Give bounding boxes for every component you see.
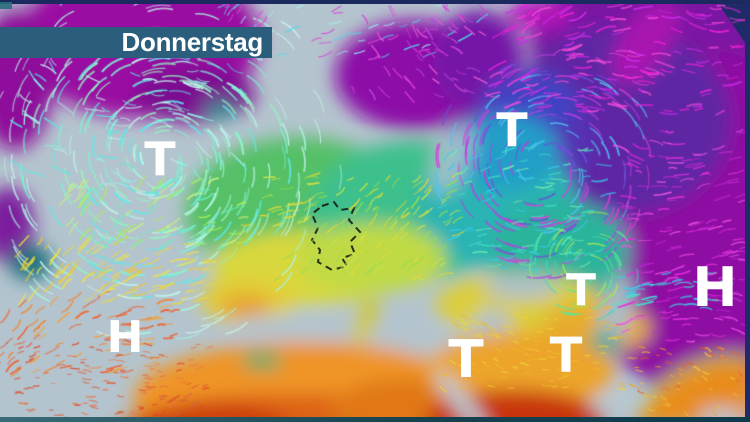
day-banner: Donnerstag [0, 27, 272, 58]
map-edge-top [0, 0, 750, 4]
map-corner-chip [0, 2, 12, 9]
map-edge-right [745, 0, 750, 422]
day-label: Donnerstag [121, 27, 264, 57]
map-edge-bottom [0, 417, 750, 422]
